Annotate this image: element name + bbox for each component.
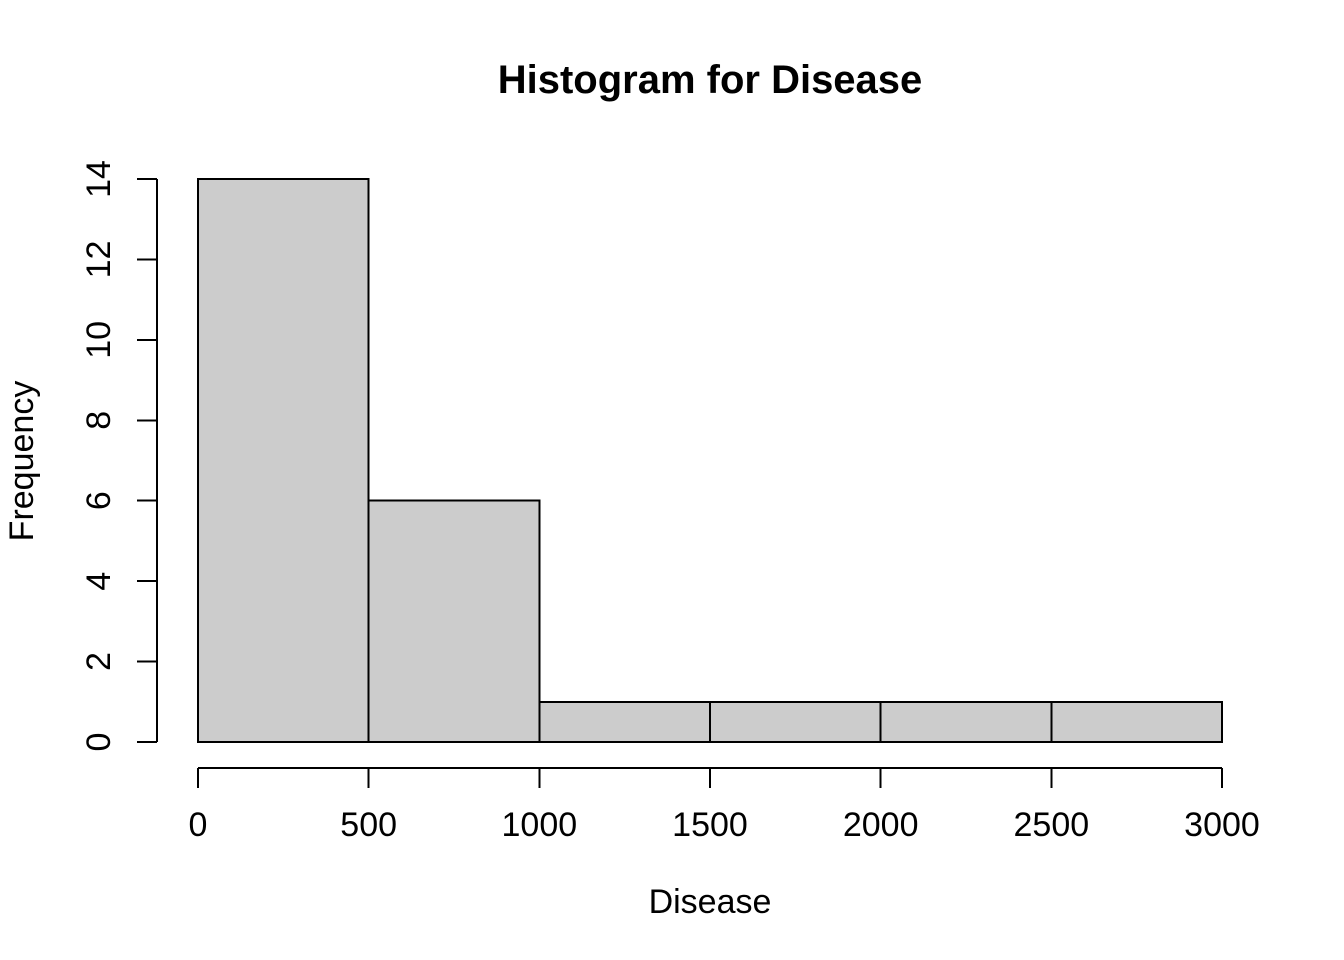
chart-title: Histogram for Disease [498, 58, 923, 102]
histogram-bar [367, 499, 541, 744]
x-tick-label: 2000 [843, 806, 919, 844]
y-tick-label: 4 [80, 572, 118, 591]
x-axis-title: Disease [649, 883, 772, 921]
histogram-bar [1050, 700, 1224, 743]
x-axis: 0 500 1000 1500 2000 2500 3000 [189, 767, 1260, 844]
y-tick-label: 2 [80, 652, 118, 671]
y-axis-title: Frequency [3, 381, 41, 542]
x-tick-label: 3000 [1184, 806, 1260, 844]
y-tick-label: 12 [80, 241, 118, 279]
histogram-bar [709, 700, 882, 743]
y-tick-label: 8 [80, 411, 118, 430]
y-tick-label: 14 [80, 160, 118, 198]
x-tick-label: 500 [340, 806, 397, 844]
x-tick-label: 0 [189, 806, 208, 844]
y-axis: 0 2 4 6 8 10 12 14 [80, 160, 158, 752]
histogram-bar [197, 178, 370, 743]
y-tick-label: 6 [80, 491, 118, 510]
x-tick-label: 1000 [502, 806, 578, 844]
y-tick-label: 10 [80, 321, 118, 359]
bars-group [197, 178, 1224, 744]
histogram-bar [879, 700, 1053, 743]
x-tick-label: 2500 [1014, 806, 1090, 844]
x-tick-label: 1500 [672, 806, 748, 844]
y-tick-label: 0 [80, 733, 118, 752]
histogram-bar [538, 700, 711, 743]
